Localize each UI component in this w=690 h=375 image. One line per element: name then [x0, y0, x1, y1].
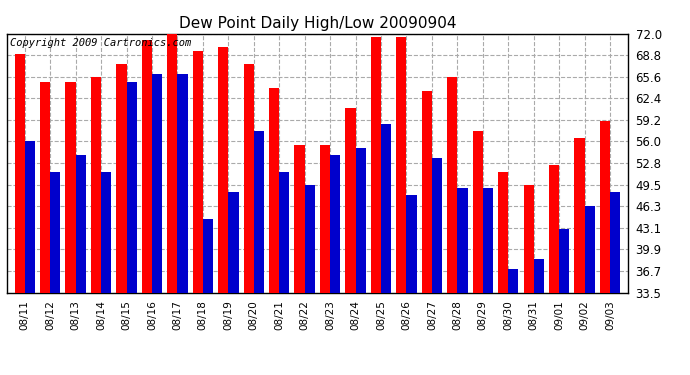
Bar [330, 155, 340, 292]
Bar [381, 124, 391, 292]
Bar [509, 269, 518, 292]
Bar [228, 192, 239, 292]
Bar [305, 185, 315, 292]
Bar [25, 141, 35, 292]
Bar [610, 192, 620, 292]
Bar [549, 165, 559, 292]
Bar [559, 229, 569, 292]
Bar [203, 219, 213, 292]
Bar [346, 108, 355, 292]
Bar [584, 207, 595, 292]
Bar [422, 91, 432, 292]
Bar [14, 54, 25, 292]
Bar [432, 158, 442, 292]
Title: Dew Point Daily High/Low 20090904: Dew Point Daily High/Low 20090904 [179, 16, 456, 31]
Bar [91, 77, 101, 292]
Bar [498, 171, 509, 292]
Bar [320, 145, 330, 292]
Bar [66, 82, 76, 292]
Bar [396, 37, 406, 292]
Bar [355, 148, 366, 292]
Text: Copyright 2009 Cartronics.com: Copyright 2009 Cartronics.com [10, 38, 191, 48]
Bar [457, 188, 468, 292]
Bar [126, 82, 137, 292]
Bar [269, 87, 279, 292]
Bar [40, 82, 50, 292]
Bar [406, 195, 417, 292]
Bar [101, 171, 111, 292]
Bar [279, 171, 289, 292]
Bar [534, 259, 544, 292]
Bar [473, 131, 483, 292]
Bar [141, 40, 152, 292]
Bar [152, 74, 162, 292]
Bar [524, 185, 534, 292]
Bar [244, 64, 254, 292]
Bar [254, 131, 264, 292]
Bar [483, 188, 493, 292]
Bar [177, 74, 188, 292]
Bar [193, 51, 203, 292]
Bar [447, 77, 457, 292]
Bar [76, 155, 86, 292]
Bar [600, 121, 610, 292]
Bar [117, 64, 126, 292]
Bar [371, 37, 381, 292]
Bar [295, 145, 305, 292]
Bar [50, 171, 60, 292]
Bar [167, 34, 177, 292]
Bar [575, 138, 584, 292]
Bar [218, 47, 228, 292]
